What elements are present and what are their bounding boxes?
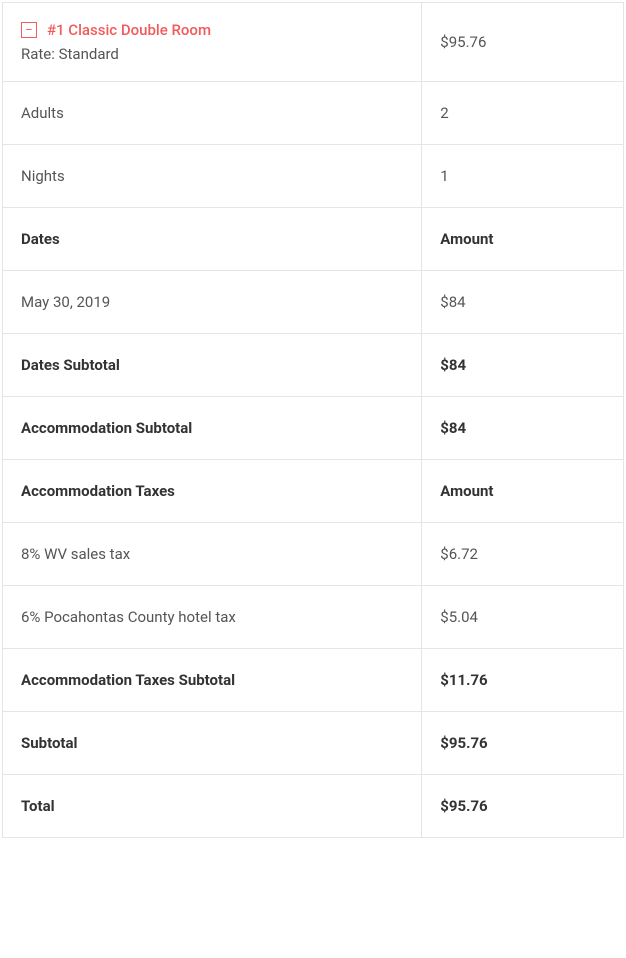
tax-label: 6% Pocahontas County hotel tax (3, 586, 422, 649)
room-title[interactable]: #1 Classic Double Room (47, 21, 211, 39)
tax-amount: $6.72 (422, 523, 624, 586)
accommodation-subtotal-amount: $84 (422, 397, 624, 460)
dates-subtotal-label: Dates Subtotal (3, 334, 422, 397)
room-header-row: − #1 Classic Double Room Rate: Standard … (3, 3, 624, 82)
taxes-header-amount: Amount (422, 460, 624, 523)
nights-label: Nights (3, 145, 422, 208)
subtotal-label: Subtotal (3, 712, 422, 775)
accommodation-subtotal-label: Accommodation Subtotal (3, 397, 422, 460)
tax-amount: $5.04 (422, 586, 624, 649)
dates-subtotal-row: Dates Subtotal $84 (3, 334, 624, 397)
room-header-cell: − #1 Classic Double Room Rate: Standard (3, 3, 422, 82)
date-amount: $84 (422, 271, 624, 334)
taxes-header-label: Accommodation Taxes (3, 460, 422, 523)
room-title-line: − #1 Classic Double Room (21, 21, 403, 39)
nights-row: Nights 1 (3, 145, 624, 208)
accommodation-subtotal-row: Accommodation Subtotal $84 (3, 397, 624, 460)
room-rate-label: Rate: Standard (21, 45, 403, 63)
adults-row: Adults 2 (3, 82, 624, 145)
tax-row: 8% WV sales tax $6.72 (3, 523, 624, 586)
booking-breakdown-table: − #1 Classic Double Room Rate: Standard … (2, 2, 624, 838)
taxes-subtotal-label: Accommodation Taxes Subtotal (3, 649, 422, 712)
subtotal-row: Subtotal $95.76 (3, 712, 624, 775)
tax-label: 8% WV sales tax (3, 523, 422, 586)
date-row: May 30, 2019 $84 (3, 271, 624, 334)
adults-value: 2 (422, 82, 624, 145)
total-label: Total (3, 775, 422, 838)
dates-header-row: Dates Amount (3, 208, 624, 271)
dates-header-label: Dates (3, 208, 422, 271)
adults-label: Adults (3, 82, 422, 145)
subtotal-amount: $95.76 (422, 712, 624, 775)
nights-value: 1 (422, 145, 624, 208)
tax-row: 6% Pocahontas County hotel tax $5.04 (3, 586, 624, 649)
collapse-icon[interactable]: − (21, 22, 37, 38)
total-row: Total $95.76 (3, 775, 624, 838)
dates-header-amount: Amount (422, 208, 624, 271)
taxes-subtotal-row: Accommodation Taxes Subtotal $11.76 (3, 649, 624, 712)
dates-subtotal-amount: $84 (422, 334, 624, 397)
taxes-header-row: Accommodation Taxes Amount (3, 460, 624, 523)
total-amount: $95.76 (422, 775, 624, 838)
room-price: $95.76 (422, 3, 624, 82)
taxes-subtotal-amount: $11.76 (422, 649, 624, 712)
date-label: May 30, 2019 (3, 271, 422, 334)
